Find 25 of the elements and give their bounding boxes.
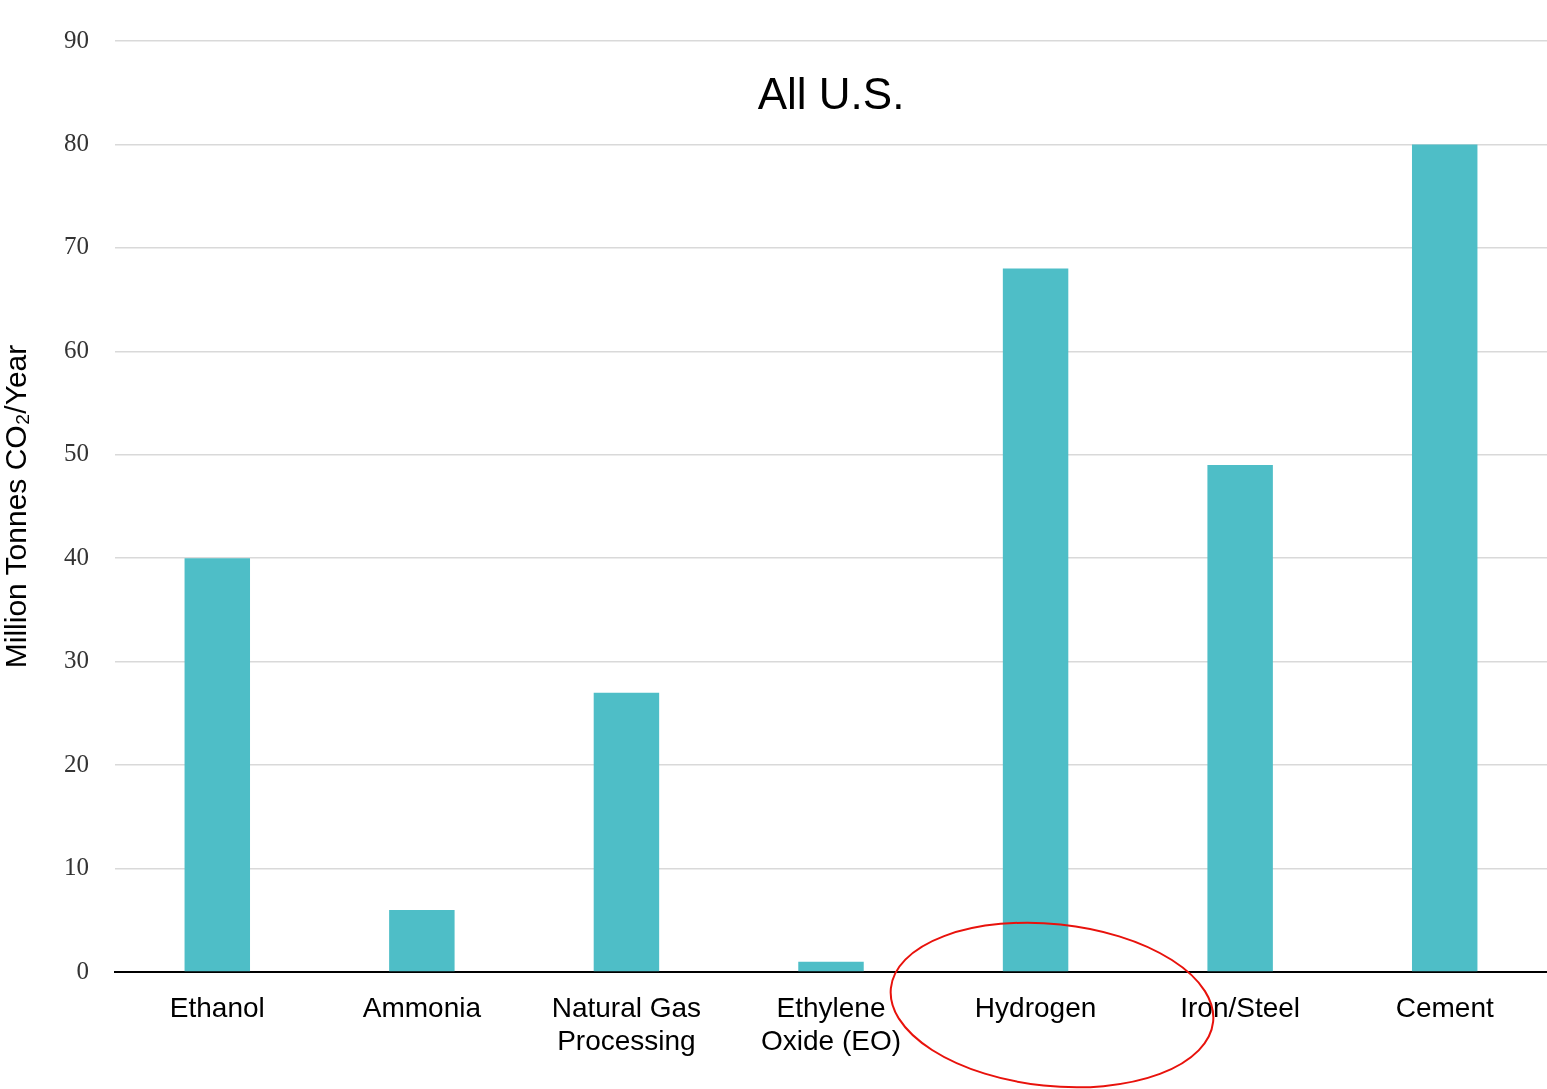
bar	[1002, 268, 1069, 972]
y-axis-title: Million Tonnes CO₂/Year	[0, 344, 33, 669]
y-tick-label: 50	[64, 439, 89, 467]
y-tick-label: 30	[64, 646, 89, 674]
y-tick-label: 10	[64, 853, 89, 881]
bar	[184, 558, 251, 972]
bar	[593, 692, 660, 972]
x-tick-label: Cement	[1395, 991, 1494, 1023]
text: All U.S.	[757, 69, 905, 119]
y-tick-label: 40	[64, 542, 89, 570]
bar	[1207, 465, 1273, 972]
y-tick-label: 0	[76, 956, 89, 984]
y-tick-label: 80	[64, 129, 89, 157]
x-tick-label: Ethanol	[169, 991, 265, 1023]
x-tick-label: Ammonia	[362, 991, 482, 1023]
bar	[1411, 144, 1478, 972]
x-tick-label: Hydrogen	[974, 991, 1097, 1023]
bar	[798, 961, 864, 972]
y-tick-label: 60	[64, 335, 89, 363]
y-tick-label: 90	[64, 25, 89, 53]
bar	[389, 909, 455, 972]
y-tick-label: 70	[64, 232, 89, 260]
y-tick-label: 20	[64, 749, 89, 777]
x-tick-label: Natural Gas Processing	[551, 991, 702, 1057]
x-tick-label: Ethylene Oxide (EO)	[760, 991, 902, 1057]
